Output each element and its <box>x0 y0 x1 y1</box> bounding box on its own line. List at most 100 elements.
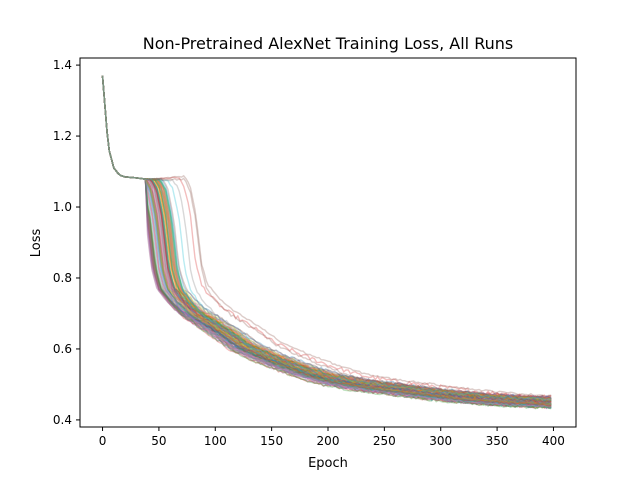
run-line <box>101 75 552 402</box>
run-line <box>101 75 552 401</box>
run-line <box>101 75 552 406</box>
run-line <box>101 75 552 405</box>
chart-title: Non-Pretrained AlexNet Training Loss, Al… <box>143 34 513 53</box>
run-line <box>101 75 552 406</box>
x-tick-label: 350 <box>486 434 509 448</box>
run-line <box>101 75 552 409</box>
run-line <box>101 75 552 404</box>
run-line <box>101 75 552 410</box>
run-line <box>101 75 552 407</box>
run-line <box>101 75 552 405</box>
run-line <box>101 75 552 402</box>
run-line <box>101 75 552 409</box>
run-line <box>101 75 552 400</box>
run-line <box>101 75 552 406</box>
run-line <box>101 75 552 409</box>
run-line <box>101 75 552 401</box>
run-line <box>101 75 552 404</box>
run-line <box>101 75 552 408</box>
run-line <box>101 75 552 400</box>
run-line <box>101 75 552 402</box>
run-line <box>101 75 552 404</box>
y-tick-label: 0.6 <box>53 342 72 356</box>
run-line <box>101 75 552 400</box>
run-line <box>101 75 552 400</box>
x-axis-label: Epoch <box>308 456 348 471</box>
run-line <box>101 75 552 407</box>
run-line <box>101 75 552 407</box>
run-line <box>101 75 552 403</box>
run-line <box>101 75 552 409</box>
run-line <box>101 75 552 401</box>
x-tick-label: 150 <box>260 434 283 448</box>
run-line <box>101 75 552 397</box>
run-line <box>101 75 552 400</box>
run-line <box>101 75 552 406</box>
run-line <box>101 75 552 408</box>
x-tick-label: 0 <box>99 434 107 448</box>
run-line <box>101 75 552 408</box>
x-tick-label: 250 <box>373 434 396 448</box>
run-line <box>101 75 552 406</box>
run-line <box>101 75 552 402</box>
run-line <box>101 75 552 409</box>
run-line <box>101 75 552 410</box>
run-line <box>101 75 552 406</box>
run-line <box>101 75 552 410</box>
run-line <box>101 75 552 406</box>
run-line <box>101 75 552 408</box>
x-tick-label: 50 <box>151 434 166 448</box>
run-line <box>101 75 552 401</box>
run-line <box>101 75 552 403</box>
run-line <box>101 75 552 407</box>
run-line <box>101 75 552 401</box>
series-lines <box>101 75 552 410</box>
run-line <box>101 75 552 406</box>
run-line <box>101 75 552 399</box>
run-line <box>101 75 552 407</box>
run-line <box>101 75 552 403</box>
run-line <box>101 75 552 403</box>
run-line <box>101 75 552 402</box>
y-axis-ticks: 0.4 0.6 0.8 1.0 1.2 1.4 <box>53 58 80 427</box>
run-line <box>101 75 552 402</box>
run-line <box>101 75 552 408</box>
run-line <box>101 75 552 405</box>
y-axis-label: Loss <box>29 229 44 258</box>
run-line <box>101 75 552 410</box>
run-line <box>101 75 552 400</box>
run-line <box>101 75 552 406</box>
run-line <box>101 75 552 405</box>
y-tick-label: 0.8 <box>53 271 72 285</box>
run-line <box>101 75 552 406</box>
x-tick-label: 300 <box>429 434 452 448</box>
run-line <box>101 75 552 402</box>
run-line <box>101 75 552 410</box>
run-line <box>101 75 552 405</box>
y-tick-label: 1.2 <box>53 129 72 143</box>
run-line <box>101 75 552 407</box>
x-tick-label: 400 <box>542 434 565 448</box>
y-tick-label: 1.4 <box>53 58 72 72</box>
run-line <box>101 75 552 401</box>
run-line <box>101 75 552 403</box>
run-line <box>101 75 552 400</box>
run-line <box>101 75 552 409</box>
run-line <box>101 75 552 404</box>
run-line <box>101 75 552 400</box>
x-tick-label: 100 <box>204 434 227 448</box>
run-line <box>101 75 552 410</box>
run-line <box>101 75 552 409</box>
run-line <box>101 75 552 402</box>
run-line <box>101 75 552 408</box>
run-line <box>101 75 552 409</box>
run-line <box>101 75 552 406</box>
run-line <box>101 75 552 403</box>
run-line <box>101 75 552 403</box>
run-line <box>101 75 552 405</box>
run-line <box>101 75 552 409</box>
x-tick-label: 200 <box>317 434 340 448</box>
run-line <box>101 75 552 404</box>
run-line <box>101 75 552 406</box>
